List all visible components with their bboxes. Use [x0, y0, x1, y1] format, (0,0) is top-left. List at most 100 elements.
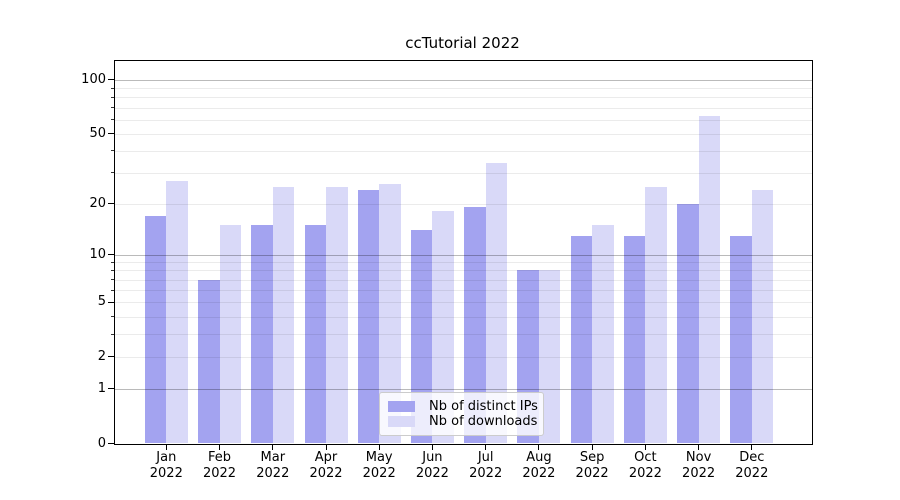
x-tick-label-dec-2022: Dec 2022: [735, 450, 769, 481]
minor-gridline-3: [115, 334, 812, 336]
minor-gridline-70: [115, 107, 812, 109]
y-tick-1: [108, 388, 114, 390]
major-gridline-1: [115, 388, 812, 390]
y-tick-label-20: 20: [89, 195, 106, 211]
minor-gridline-7: [115, 279, 812, 281]
legend-item-distinct-ips: Nb of distinct IPs: [388, 399, 538, 414]
y-tick-0: [108, 443, 114, 444]
x-tick-jul-2022: [485, 444, 487, 450]
minor-gridline-9: [115, 262, 812, 263]
bar-nb-of-distinct-ips-dec-2022: [730, 235, 752, 443]
bar-nb-of-downloads-jun-2022: [432, 211, 454, 443]
y-tick-5: [108, 301, 114, 303]
x-tick-aug-2022: [538, 444, 540, 450]
x-tick-label-nov-2022: Nov 2022: [682, 450, 716, 481]
legend-item-downloads: Nb of downloads: [388, 414, 538, 429]
minor-gridline-5: [115, 302, 812, 304]
y-tick-label-5: 5: [97, 294, 106, 310]
x-tick-label-jan-2022: Jan 2022: [149, 450, 183, 481]
y-minor-tick-8: [111, 269, 114, 271]
x-tick-label-sep-2022: Sep 2022: [575, 450, 609, 481]
bar-nb-of-distinct-ips-feb-2022: [198, 279, 220, 443]
y-minor-tick-6: [111, 289, 114, 291]
bar-nb-of-downloads-aug-2022: [538, 270, 561, 443]
y-minor-tick-60: [111, 119, 114, 120]
y-minor-tick-70: [111, 107, 114, 109]
y-tick-50: [108, 133, 114, 135]
bar-nb-of-downloads-sep-2022: [592, 225, 614, 443]
x-tick-label-jun-2022: Jun 2022: [415, 450, 449, 481]
y-tick-label-10: 10: [89, 246, 106, 262]
bar-nb-of-distinct-ips-oct-2022: [623, 235, 646, 443]
minor-gridline-4: [115, 316, 812, 318]
y-tick-2: [108, 356, 114, 358]
legend-swatch-downloads: [388, 416, 415, 427]
y-minor-tick-90: [111, 87, 114, 89]
minor-gridline-50: [115, 133, 812, 135]
legend-label-distinct-ips: Nb of distinct IPs: [429, 399, 538, 414]
y-minor-tick-3: [111, 333, 114, 335]
x-tick-sep-2022: [591, 444, 593, 450]
x-tick-label-feb-2022: Feb 2022: [202, 450, 237, 481]
minor-gridline-8: [115, 270, 812, 272]
y-tick-label-2: 2: [97, 348, 106, 364]
x-tick-apr-2022: [325, 444, 327, 450]
minor-gridline-6: [115, 290, 812, 292]
legend-swatch-distinct-ips: [388, 401, 415, 412]
x-tick-label-jul-2022: Jul 2022: [469, 450, 503, 481]
bar-nb-of-downloads-may-2022: [379, 183, 401, 443]
bar-nb-of-downloads-oct-2022: [645, 186, 667, 443]
minor-gridline-30: [115, 172, 812, 174]
minor-gridline-80: [115, 97, 812, 99]
bar-nb-of-distinct-ips-may-2022: [357, 189, 380, 443]
x-tick-nov-2022: [698, 444, 700, 450]
y-tick-label-1: 1: [97, 380, 106, 396]
x-tick-jun-2022: [431, 444, 433, 450]
y-tick-10: [108, 254, 114, 255]
bar-nb-of-downloads-mar-2022: [272, 186, 295, 443]
y-tick-label-100: 100: [81, 71, 106, 87]
x-tick-label-apr-2022: Apr 2022: [309, 450, 343, 481]
bar-nb-of-distinct-ips-apr-2022: [304, 225, 326, 443]
major-gridline-100: [115, 79, 812, 81]
bar-nb-of-downloads-jul-2022: [485, 163, 508, 443]
y-minor-tick-30: [111, 172, 114, 174]
bar-nb-of-distinct-ips-sep-2022: [570, 235, 593, 443]
x-tick-label-may-2022: May 2022: [362, 450, 396, 481]
x-tick-mar-2022: [272, 444, 274, 450]
minor-gridline-2: [115, 356, 812, 358]
plot-area: [114, 60, 813, 445]
bar-nb-of-downloads-nov-2022: [698, 115, 721, 443]
x-tick-label-oct-2022: Oct 2022: [628, 450, 662, 481]
legend: Nb of distinct IPs Nb of downloads: [379, 392, 544, 436]
bar-nb-of-downloads-jan-2022: [166, 180, 188, 443]
x-tick-label-aug-2022: Aug 2022: [522, 450, 556, 481]
chart-title: ccTutorial 2022: [405, 34, 520, 52]
bar-nb-of-downloads-feb-2022: [219, 225, 241, 443]
bar-nb-of-distinct-ips-mar-2022: [251, 225, 273, 443]
minor-gridline-90: [115, 88, 812, 89]
bar-nb-of-downloads-apr-2022: [326, 186, 348, 443]
bar-nb-of-distinct-ips-jun-2022: [410, 230, 433, 443]
major-gridline-10: [115, 254, 812, 256]
legend-label-downloads: Nb of downloads: [429, 414, 538, 429]
bar-nb-of-distinct-ips-jan-2022: [144, 215, 167, 443]
y-minor-tick-9: [111, 261, 114, 263]
y-minor-tick-4: [111, 316, 114, 318]
y-tick-label-50: 50: [89, 125, 106, 141]
y-tick-100: [108, 79, 114, 81]
y-minor-tick-7: [111, 279, 114, 281]
x-tick-feb-2022: [219, 444, 220, 450]
bar-nb-of-downloads-dec-2022: [751, 189, 774, 443]
x-tick-jan-2022: [165, 444, 167, 450]
minor-gridline-60: [115, 119, 812, 121]
minor-gridline-20: [115, 203, 812, 205]
x-tick-label-mar-2022: Mar 2022: [256, 450, 290, 481]
x-tick-may-2022: [378, 444, 380, 450]
minor-gridline-40: [115, 150, 812, 152]
bar-nb-of-distinct-ips-nov-2022: [677, 203, 699, 443]
x-tick-oct-2022: [644, 444, 646, 450]
x-tick-dec-2022: [751, 444, 753, 450]
y-tick-20: [108, 203, 114, 205]
